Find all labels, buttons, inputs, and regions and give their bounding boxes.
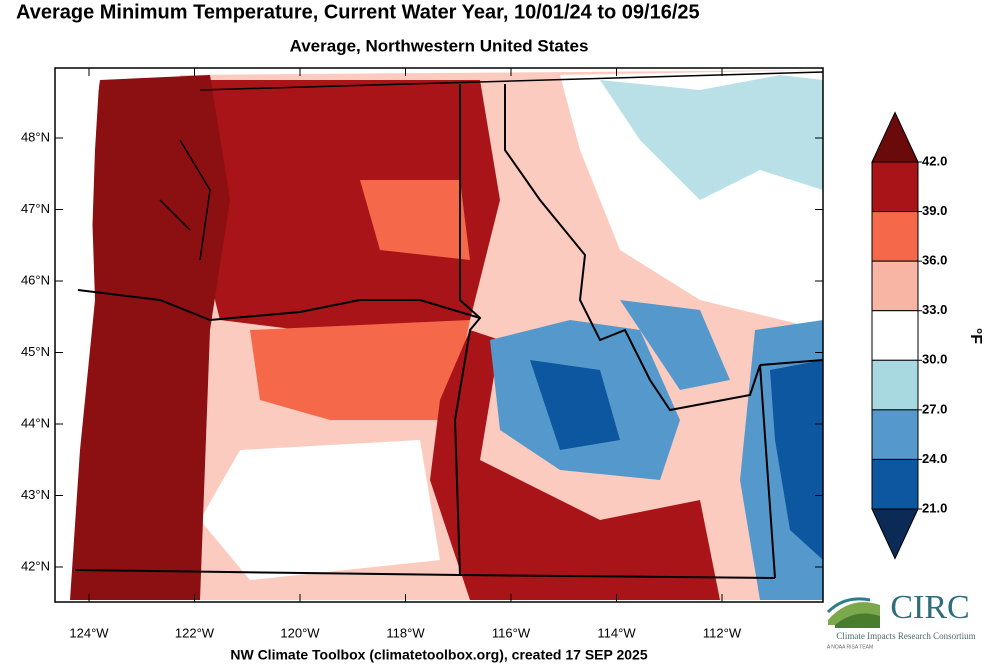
lon-tick-label: 124°W [69, 625, 109, 640]
lat-tick-label: 46°N [21, 272, 50, 287]
colorbar-tick-label: 27.0 [922, 401, 947, 416]
lat-tick-label: 48°N [21, 129, 50, 144]
colorbar-tick-label: 33.0 [922, 302, 947, 317]
lat-tick-label: 45°N [21, 344, 50, 359]
colorbar-bin [871, 409, 919, 460]
colorbar-bin [871, 211, 919, 262]
lon-tick-label: 120°W [280, 625, 320, 640]
colorbar-over [871, 111, 919, 163]
colorbar-tick-label: 36.0 [922, 253, 947, 268]
colorbar-bin [871, 359, 919, 411]
lat-tick-label: 44°N [21, 415, 50, 430]
colorbar-tick-label: 24.0 [922, 451, 947, 466]
colorbar-bin [871, 161, 919, 213]
title: Average Minimum Temperature, Current Wat… [16, 1, 700, 23]
colorbar-tick-label: 21.0 [922, 500, 947, 515]
colorbar-bin [871, 260, 919, 312]
lat-tick-label: 47°N [21, 201, 50, 216]
subtitle: Average, Northwestern United States [290, 36, 589, 55]
lat-tick-label: 42°N [21, 558, 50, 573]
lon-tick-label: 122°W [175, 625, 215, 640]
lon-tick-label: 112°W [703, 625, 742, 640]
logo-full-name: Climate Impacts Research Consortium [836, 631, 975, 641]
lon-tick-label: 116°W [492, 625, 531, 640]
colorbar-unit: °F [967, 328, 984, 344]
colorbar-tick-label: 30.0 [922, 352, 947, 367]
colorbar-under [871, 508, 919, 560]
lat-tick-label: 43°N [21, 487, 50, 502]
boundaries [74, 71, 824, 579]
footer: NW Climate Toolbox (climatetoolbox.org),… [230, 647, 647, 663]
logo-tagline: A NOAA RISA TEAM [827, 644, 873, 650]
colorbar-tick-label: 42.0 [922, 153, 947, 168]
colorbar-tick-label: 39.0 [922, 203, 947, 218]
temperature-field [55, 68, 823, 602]
colorbar-bin [871, 458, 919, 510]
logo-name: CIRC [890, 589, 969, 626]
lon-tick-label: 118°W [386, 625, 425, 640]
map-frame [54, 67, 824, 603]
lon-tick-label: 114°W [597, 625, 636, 640]
circ-logo: CIRC Climate Impacts Research Consortium… [827, 589, 976, 651]
colorbar-bin [871, 310, 919, 361]
